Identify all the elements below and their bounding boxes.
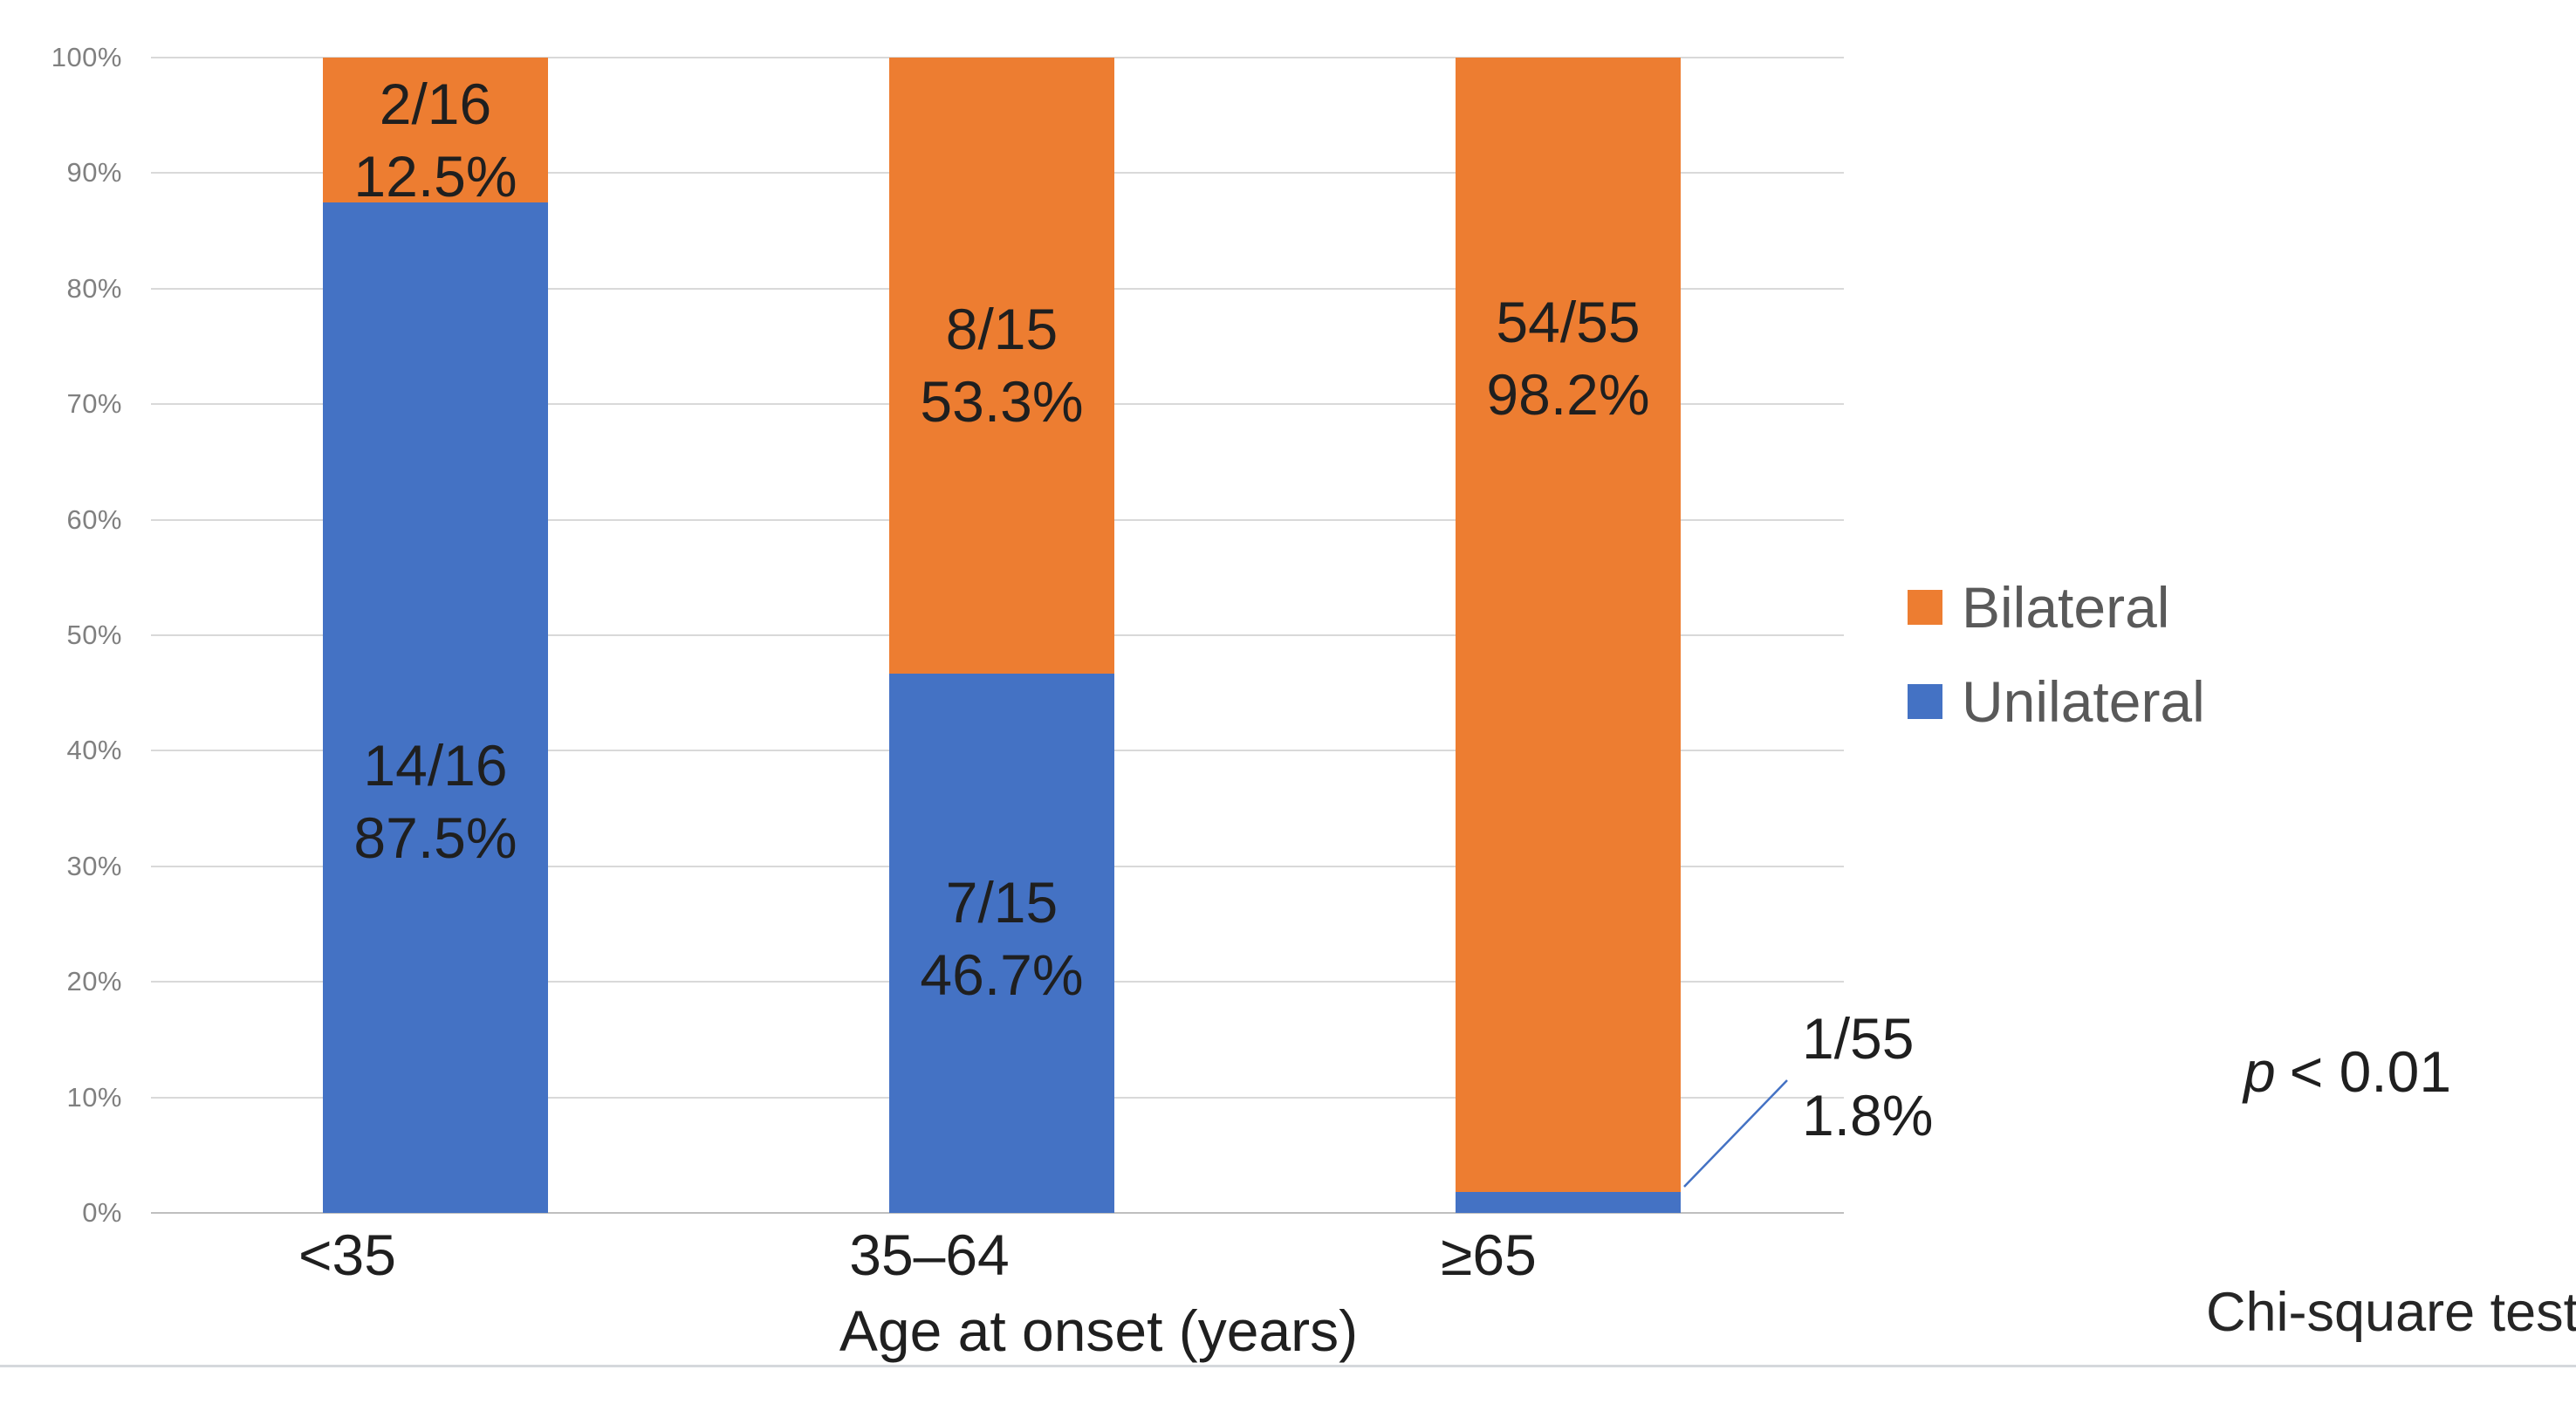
label-pct: 98.2% [1486, 362, 1650, 427]
bar-under35-unilateral-segment [323, 202, 548, 1213]
y-tick-30: 30% [66, 851, 122, 881]
x-tick-35to64: 35–64 [849, 1223, 1010, 1287]
y-tick-80: 80% [66, 273, 122, 304]
y-tick-20: 20% [66, 966, 122, 996]
p-value-annotation: p < 0.01 [2142, 1038, 2552, 1105]
legend-label-bilateral: Bilateral [1962, 575, 2170, 640]
p-symbol: p [2243, 1039, 2276, 1104]
bar-35to64-unilateral-segment [889, 674, 1114, 1213]
bar-over65-unilateral-segment [1456, 1192, 1681, 1213]
x-axis-line [151, 1212, 1844, 1214]
label-pct: 87.5% [353, 805, 517, 870]
y-tick-10: 10% [66, 1082, 122, 1113]
y-tick-50: 50% [66, 620, 122, 650]
label-count: 8/15 [945, 297, 1058, 361]
bar-35to64-bilateral-segment [889, 58, 1114, 674]
label-pct: 53.3% [920, 369, 1084, 434]
y-tick-0: 0% [82, 1197, 122, 1228]
label-35to64-bilateral: 8/15 53.3% [889, 293, 1114, 438]
y-tick-90: 90% [66, 157, 122, 188]
p-comparison: < 0.01 [2289, 1039, 2452, 1104]
bar-under35-bilateral-segment [323, 58, 548, 202]
x-axis-title: Age at onset (years) [839, 1298, 1359, 1363]
bar-over65-bilateral-segment [1456, 58, 1681, 1192]
legend-swatch-bilateral [1908, 590, 1942, 625]
leader-line [1683, 1079, 1788, 1188]
label-over65-bilateral: 54/55 98.2% [1456, 286, 1681, 431]
label-pct: 46.7% [920, 942, 1084, 1007]
label-under35-unilateral: 14/16 87.5% [323, 729, 548, 874]
bottom-divider-line [0, 1365, 2576, 1367]
label-pct: 12.5% [353, 144, 517, 209]
label-pct: 1.8% [1802, 1083, 1934, 1147]
label-count: 1/55 [1802, 1006, 1915, 1071]
y-tick-40: 40% [66, 735, 122, 765]
label-count: 14/16 [363, 733, 508, 798]
label-count: 2/16 [379, 72, 492, 136]
y-tick-70: 70% [66, 388, 122, 419]
label-count: 7/15 [945, 870, 1058, 935]
label-35to64-unilateral: 7/15 46.7% [889, 866, 1114, 1011]
legend-swatch-unilateral [1908, 684, 1942, 719]
x-tick-over65: ≥65 [1441, 1223, 1537, 1287]
label-count: 54/55 [1496, 290, 1641, 354]
label-over65-unilateral: 1/55 1.8% [1802, 1000, 1933, 1154]
test-name-annotation: Chi-square test [2206, 1282, 2576, 1343]
y-tick-60: 60% [66, 504, 122, 535]
x-tick-under35: <35 [298, 1223, 396, 1287]
y-tick-100: 100% [51, 42, 122, 72]
label-under35-bilateral: 2/16 12.5% [323, 68, 548, 213]
legend-label-unilateral: Unilateral [1962, 669, 2205, 734]
